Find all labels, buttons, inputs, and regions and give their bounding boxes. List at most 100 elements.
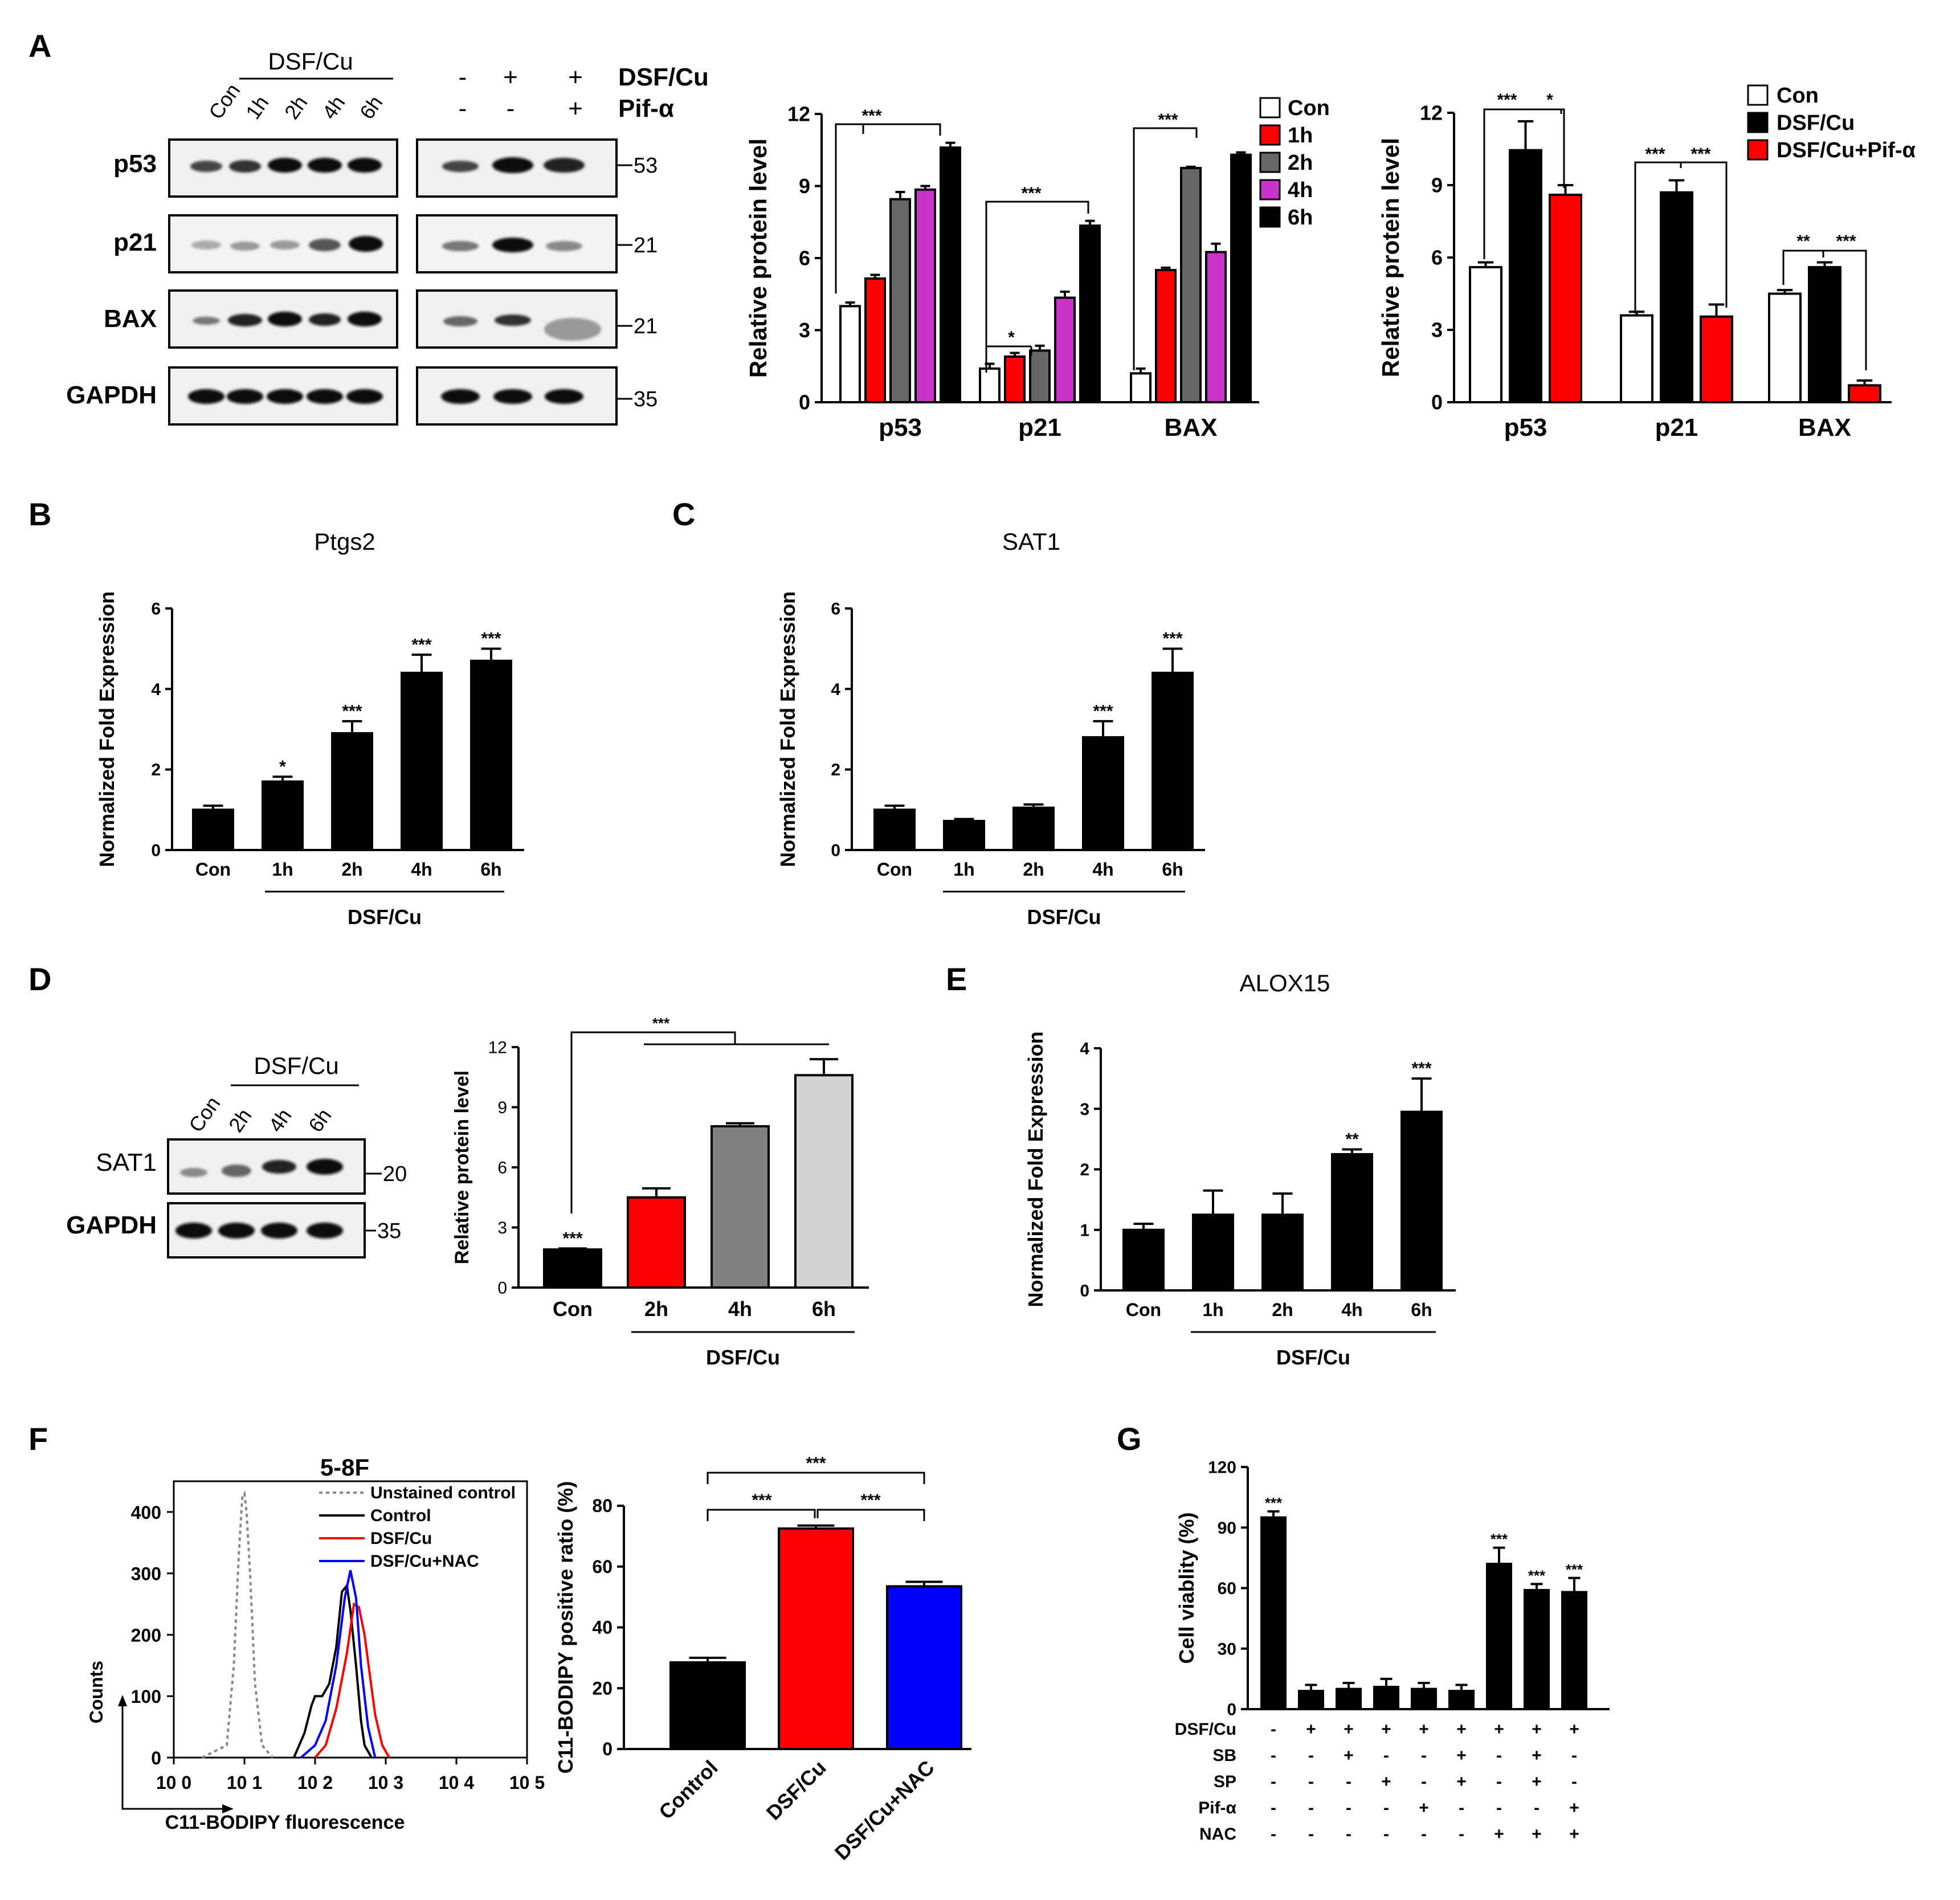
x-tick-label: DSF/Cu — [762, 1756, 831, 1825]
lane-label-con: Con — [204, 79, 244, 124]
x-tick-label: 2h — [341, 859, 362, 880]
y-tick-label: 12 — [1420, 101, 1443, 125]
treatment-sign: - — [1383, 1799, 1389, 1817]
x-tick-label: 2h — [1272, 1300, 1293, 1320]
y-tick-label: 0 — [799, 391, 810, 414]
y-tick-label: 0 — [831, 841, 840, 860]
sig-label: *** — [652, 1015, 670, 1032]
series-line — [201, 1490, 274, 1759]
bar — [1660, 191, 1693, 403]
sig-label: *** — [1491, 1531, 1508, 1548]
treatment-sign: + — [1381, 1720, 1391, 1739]
y-tick-label: 2 — [151, 761, 161, 779]
x-tick-label: 2h — [644, 1297, 668, 1321]
mw-marker-53: 53 — [634, 154, 658, 178]
y-tick-label: 0 — [151, 1748, 161, 1768]
blot-d-label-sat1: SAT1 — [96, 1149, 157, 1176]
y-tick-label: 1 — [1080, 1221, 1089, 1240]
bar — [331, 732, 373, 851]
legend-swatch — [1259, 124, 1281, 146]
treatment-sign: + — [1344, 1746, 1354, 1765]
y-tick-label: 4 — [151, 680, 161, 699]
y-axis-label: Normalized Fold Expression — [95, 591, 119, 867]
sig-bracket — [1634, 161, 1682, 313]
y-tick-label: 60 — [592, 1556, 612, 1577]
mw-marker-35: 35 — [634, 387, 658, 411]
sig-bracket — [1133, 127, 1162, 370]
sig-label: *** — [1162, 630, 1182, 648]
sig-label: *** — [1265, 1494, 1283, 1511]
treatment-sign: - — [1421, 1772, 1427, 1791]
panel-label-d: D — [28, 961, 51, 997]
sign-pif-3: + — [568, 95, 583, 122]
y-tick-label: 0 — [497, 1279, 507, 1298]
axis-arrow — [121, 1701, 228, 1810]
y-tick-label: 400 — [131, 1502, 161, 1523]
x-group-label: BAX — [1165, 414, 1218, 442]
chart-title: ALOX15 — [1240, 970, 1330, 996]
sig-label: * — [1546, 91, 1553, 109]
y-tick-label: 0 — [602, 1739, 612, 1759]
legend-label: DSF/Cu — [1777, 111, 1855, 135]
lane-label-4h: 4h — [317, 91, 350, 123]
treatment-sign: - — [1496, 1799, 1502, 1817]
y-tick-label: 100 — [131, 1686, 161, 1707]
bar — [710, 1125, 770, 1289]
bar — [1012, 806, 1055, 852]
bar — [1411, 1687, 1437, 1710]
bar — [1298, 1690, 1324, 1710]
y-tick-label: 60 — [1218, 1579, 1236, 1598]
x-tick-label: Con — [1126, 1300, 1161, 1320]
lane-label-2h: 2h — [280, 91, 312, 123]
y-tick-label: 3 — [497, 1219, 507, 1237]
bar — [1469, 265, 1502, 403]
plot-frame — [173, 1480, 528, 1759]
sig-label: *** — [481, 630, 501, 648]
panel-label-f: F — [28, 1421, 48, 1457]
bar — [1082, 736, 1124, 851]
treatment-label: DSF/Cu — [1175, 1720, 1236, 1739]
legend-label: DSF/Cu — [370, 1529, 432, 1548]
treatment-sign: - — [1346, 1799, 1351, 1817]
y-tick-label: 20 — [592, 1678, 612, 1698]
western-blot-a-timecourse: DSF/Cu Con 1h 2h 4h 6h p53 p21 BAX GAPDH — [66, 48, 398, 426]
sig-label: *** — [1093, 702, 1113, 721]
treatment-label: SB — [1212, 1746, 1236, 1765]
chart-c-sat1: 0 2 4 6 Normalized Fold Expression SAT1 Con 1h 2… — [776, 528, 1205, 929]
bar — [1373, 1686, 1399, 1711]
series-line — [300, 1570, 377, 1759]
mw-marker-21a: 21 — [634, 234, 658, 258]
bar — [873, 808, 916, 852]
chart-b-ptgs2: 0 2 4 6 Normalized Fold Expression Ptgs2 Con 1h… — [95, 528, 524, 929]
sig-label: *** — [1497, 91, 1517, 109]
bar — [1331, 1153, 1373, 1292]
legend-label: Con — [1777, 84, 1819, 108]
y-tick-label: 4 — [831, 680, 840, 699]
treatment-sign: + — [1569, 1720, 1579, 1739]
treatment-label: SP — [1214, 1772, 1236, 1791]
y-tick-label: 6 — [831, 600, 840, 619]
treatment-sign: + — [1569, 1799, 1579, 1817]
x-group-label: p53 — [879, 414, 922, 442]
bar — [543, 1248, 602, 1289]
western-blot-a-pifithrin: - + + DSF/Cu - - + Pif-α 53 21 — [416, 63, 709, 426]
sign-dsfcu-2: + — [503, 63, 518, 91]
sig-label: *** — [342, 702, 362, 721]
treatment-sign: - — [1571, 1746, 1577, 1765]
bar — [1004, 355, 1026, 404]
x-axis-label: C11-BODIPY fluorescence — [165, 1812, 405, 1833]
y-tick-label: 6 — [497, 1159, 507, 1178]
x-tick-label: 4h — [411, 859, 432, 880]
sig-label: *** — [860, 1491, 880, 1510]
bar — [1152, 672, 1194, 851]
treatment-sign: - — [1459, 1825, 1464, 1844]
bar — [778, 1527, 854, 1750]
y-tick-label: 6 — [1431, 246, 1443, 269]
sig-bracket — [1782, 250, 1824, 285]
bar — [1486, 1563, 1512, 1710]
y-tick-label: 300 — [131, 1564, 161, 1584]
series-line — [314, 1602, 390, 1759]
sign-pif-1: - — [459, 95, 467, 122]
treatment-sign: + — [1419, 1720, 1429, 1739]
sig-label: *** — [1021, 184, 1041, 203]
